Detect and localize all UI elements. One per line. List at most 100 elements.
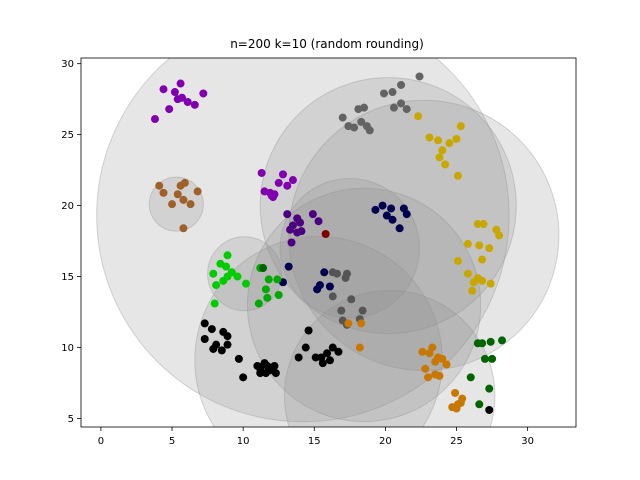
data-point	[347, 295, 356, 304]
data-point	[315, 281, 324, 290]
data-point	[478, 276, 487, 285]
data-point	[402, 210, 411, 219]
data-point	[180, 178, 189, 187]
data-point	[233, 272, 242, 281]
data-point	[421, 364, 430, 373]
plot-area	[81, 58, 576, 427]
data-point	[379, 89, 388, 98]
y-tick-label: 10	[61, 343, 74, 354]
x-tick-label: 5	[169, 436, 175, 447]
data-point	[498, 336, 507, 345]
data-point	[397, 80, 406, 89]
data-point	[382, 211, 391, 220]
data-point	[239, 373, 248, 382]
y-axis: 5 10 15 20 25 30	[61, 59, 81, 425]
data-point	[223, 251, 232, 260]
data-point	[479, 220, 488, 229]
data-point	[458, 394, 467, 403]
data-point	[438, 354, 447, 363]
data-point	[425, 133, 434, 142]
data-point	[388, 215, 397, 224]
data-point	[473, 220, 482, 229]
data-point	[445, 139, 454, 148]
data-point	[485, 405, 494, 414]
data-point	[193, 187, 202, 196]
data-point	[378, 201, 387, 210]
cluster-circle-0	[96, 58, 510, 423]
x-tick-label: 30	[521, 436, 534, 447]
x-tick-label: 25	[450, 436, 463, 447]
data-point	[341, 273, 350, 282]
data-point	[270, 361, 279, 370]
data-point	[321, 229, 330, 238]
data-point	[358, 306, 367, 315]
data-point	[463, 239, 472, 248]
data-point	[264, 275, 273, 284]
data-point	[463, 269, 472, 278]
x-axis: 0 5 10 15 20 25 30	[98, 427, 534, 447]
data-point	[365, 126, 374, 135]
data-point	[415, 72, 424, 81]
data-point	[179, 224, 188, 233]
data-point	[294, 353, 303, 362]
data-point	[318, 359, 327, 368]
data-point	[179, 195, 188, 204]
data-point	[355, 343, 364, 352]
data-point	[475, 400, 484, 409]
data-point	[478, 255, 487, 264]
data-point	[434, 136, 443, 145]
data-point	[165, 105, 174, 114]
data-point	[283, 181, 292, 190]
data-point	[263, 361, 272, 370]
y-tick-label: 25	[61, 130, 74, 141]
cluster-circle-6	[283, 290, 496, 427]
data-point	[286, 225, 295, 234]
data-point	[168, 200, 177, 209]
data-point	[223, 340, 232, 349]
data-point	[485, 244, 494, 253]
data-point	[222, 262, 231, 271]
data-point	[441, 160, 450, 169]
data-point	[431, 357, 440, 366]
data-point	[320, 268, 329, 277]
data-point	[325, 356, 334, 365]
data-point	[150, 115, 159, 124]
data-point	[284, 262, 293, 271]
data-point	[223, 332, 232, 341]
data-point	[488, 354, 497, 363]
data-point	[475, 241, 484, 250]
data-point	[176, 79, 185, 88]
data-point	[297, 227, 306, 236]
data-point	[334, 347, 343, 356]
data-point	[209, 344, 218, 353]
data-point	[452, 134, 461, 143]
data-point	[259, 264, 268, 273]
data-point	[453, 171, 462, 180]
data-point	[304, 326, 313, 335]
data-point	[371, 205, 380, 214]
data-point	[435, 371, 444, 380]
data-point	[223, 272, 232, 281]
data-point	[360, 103, 369, 112]
plot-frame	[80, 57, 577, 428]
data-point	[283, 210, 292, 219]
data-point	[183, 97, 192, 106]
data-point	[254, 299, 263, 308]
data-point	[325, 282, 334, 291]
data-point	[210, 299, 219, 308]
x-tick-label: 10	[237, 436, 250, 447]
data-point	[257, 168, 266, 177]
data-point	[186, 200, 195, 209]
data-point	[234, 354, 243, 363]
data-point	[328, 292, 337, 301]
data-point	[311, 353, 320, 362]
y-tick-label: 20	[61, 201, 74, 212]
data-point	[418, 347, 427, 356]
data-point	[357, 319, 366, 328]
data-point	[480, 354, 489, 363]
data-point	[287, 238, 296, 247]
cluster-circle-4	[246, 187, 482, 423]
y-tick-label: 30	[61, 59, 74, 70]
data-point	[314, 217, 323, 226]
